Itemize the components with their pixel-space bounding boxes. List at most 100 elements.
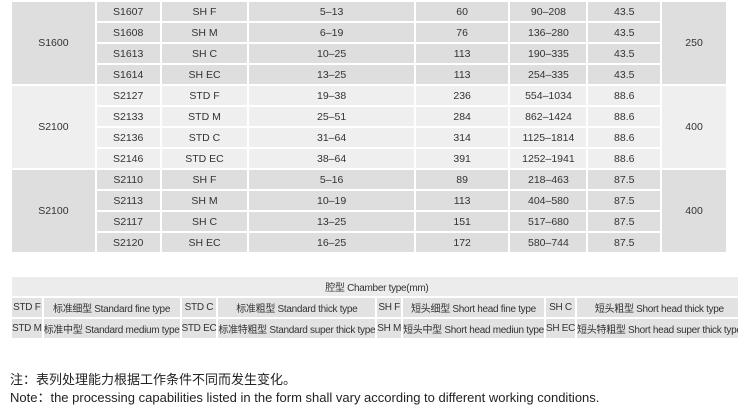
- model-cell: S2133: [94, 105, 162, 128]
- value-cell: 151: [413, 210, 511, 233]
- chamber-type-cell: SH F: [159, 168, 250, 191]
- legend-code: SH M: [375, 317, 404, 340]
- legend-code: STD F: [10, 296, 44, 319]
- table-row: S2120 SH EC 16–25 172 580–744 87.5: [11, 231, 727, 254]
- chamber-type-cell: SH F: [159, 0, 250, 23]
- range-cell: 13–25: [247, 63, 416, 86]
- value-cell: 88.6: [586, 105, 663, 128]
- model-cell: S2117: [94, 210, 162, 233]
- group-value-cell: 400: [660, 168, 728, 254]
- chamber-type-cell: SH M: [159, 21, 250, 44]
- model-cell: S2136: [94, 126, 162, 149]
- legend-code: STD C: [179, 296, 219, 319]
- model-cell: S2113: [94, 189, 162, 212]
- table-row: S2133 STD M 25–51 284 862–1424 88.6: [11, 105, 727, 128]
- chamber-type-cell: SH C: [159, 210, 250, 233]
- capacity-cell: 580–744: [508, 231, 589, 254]
- value-cell: 87.5: [586, 189, 663, 212]
- capacity-cell: 404–580: [508, 189, 589, 212]
- note-zh: 注：表列处理能力根据工作条件不同而发生变化。: [10, 372, 297, 387]
- value-cell: 60: [413, 0, 511, 23]
- model-cell: S1607: [94, 0, 162, 23]
- value-cell: 76: [413, 21, 511, 44]
- value-cell: 113: [413, 189, 511, 212]
- legend-description: 标准粗型 Standard thick type: [216, 296, 378, 319]
- chamber-type-cell: STD C: [159, 126, 250, 149]
- legend-description: 标准中型 Standard medium type: [41, 317, 182, 340]
- value-cell: 43.5: [586, 63, 663, 86]
- chamber-type-cell: SH EC: [159, 63, 250, 86]
- model-cell: S1613: [94, 42, 162, 65]
- value-cell: 284: [413, 105, 511, 128]
- range-cell: 31–64: [247, 126, 416, 149]
- capacity-cell: 218–463: [508, 168, 589, 191]
- capacity-cell: 90–208: [508, 0, 589, 23]
- spec-table: S1600 S1607 SH F 5–13 60 90–208 43.5 250 S1608 SH…: [10, 0, 728, 254]
- chamber-type-cell: STD M: [159, 105, 250, 128]
- capacity-cell: 554–1034: [508, 84, 589, 107]
- note-en: Note：the processing capabilities listed …: [10, 390, 600, 405]
- legend-description: 标准细型 Standard fine type: [41, 296, 182, 319]
- capacity-cell: 1125–1814: [508, 126, 589, 149]
- chamber-type-cell: SH EC: [159, 231, 250, 254]
- table-row: S2100 S2127 STD F 19–38 236 554–1034 88.6 400: [10, 84, 728, 170]
- table-row: S1613 SH C 10–25 113 190–335 43.5: [11, 42, 727, 65]
- legend-code: SH F: [375, 296, 404, 319]
- capacity-cell: 517–680: [508, 210, 589, 233]
- table-row: S1608 SH M 6–19 76 136–280 43.5: [11, 21, 727, 44]
- value-cell: 113: [413, 63, 511, 86]
- value-cell: 87.5: [586, 168, 663, 191]
- value-cell: 236: [413, 84, 511, 107]
- capacity-cell: 862–1424: [508, 105, 589, 128]
- value-cell: 113: [413, 42, 511, 65]
- range-cell: 5–16: [247, 168, 416, 191]
- legend-description: 短头粗型 Short head thick type: [575, 296, 738, 319]
- table-row: S1614 SH EC 13–25 113 254–335 43.5: [11, 63, 727, 86]
- value-cell: 88.6: [586, 126, 663, 149]
- range-cell: 25–51: [247, 105, 416, 128]
- legend-description: 短头中型 Short head mediun type: [401, 317, 546, 340]
- legend-code: SH EC: [543, 317, 578, 340]
- value-cell: 87.5: [586, 231, 663, 254]
- value-cell: 43.5: [586, 21, 663, 44]
- range-cell: 5–13: [247, 0, 416, 23]
- value-cell: 88.6: [586, 84, 663, 107]
- table-row: S2113 SH M 10–19 113 404–580 87.5: [11, 189, 727, 212]
- capacity-cell: 136–280: [508, 21, 589, 44]
- value-cell: 88.6: [586, 147, 663, 170]
- series-cell: S2100: [10, 84, 97, 170]
- range-cell: 16–25: [247, 231, 416, 254]
- capacity-cell: 1252–1941: [508, 147, 589, 170]
- value-cell: 391: [413, 147, 511, 170]
- range-cell: 19–38: [247, 84, 416, 107]
- legend-description: 短头细型 Short head fine type: [401, 296, 546, 319]
- legend-code: SH C: [543, 296, 578, 319]
- chamber-type-cell: STD F: [159, 84, 250, 107]
- model-cell: S2127: [94, 84, 162, 107]
- model-cell: S1608: [94, 21, 162, 44]
- model-cell: S2120: [94, 231, 162, 254]
- value-cell: 43.5: [586, 42, 663, 65]
- table-row: S1600 S1607 SH F 5–13 60 90–208 43.5 250: [10, 0, 728, 86]
- table-row: S2136 STD C 31–64 314 1125–1814 88.6: [11, 126, 727, 149]
- chamber-type-cell: STD EC: [159, 147, 250, 170]
- table-row: S2100 S2110 SH F 5–16 89 218–463 87.5 400: [10, 168, 728, 254]
- value-cell: 172: [413, 231, 511, 254]
- range-cell: 10–25: [247, 42, 416, 65]
- legend-code: STD M: [10, 317, 44, 340]
- group-value-cell: 250: [660, 0, 728, 86]
- capacity-cell: 254–335: [508, 63, 589, 86]
- legend-row: STD F 标准细型 Standard fine type STD C 标准粗型 St…: [10, 296, 738, 319]
- legend-description: 短头特粗型 Short head super thick type: [575, 317, 738, 340]
- legend-code: STD EC: [179, 317, 219, 340]
- chamber-type-cell: SH M: [159, 189, 250, 212]
- value-cell: 314: [413, 126, 511, 149]
- value-cell: 43.5: [586, 0, 663, 23]
- capacity-cell: 190–335: [508, 42, 589, 65]
- group-value-cell: 400: [660, 84, 728, 170]
- chamber-type-cell: SH C: [159, 42, 250, 65]
- table-row: S2146 STD EC 38–64 391 1252–1941 88.6: [11, 147, 727, 170]
- model-cell: S2146: [94, 147, 162, 170]
- value-cell: 89: [413, 168, 511, 191]
- model-cell: S1614: [94, 63, 162, 86]
